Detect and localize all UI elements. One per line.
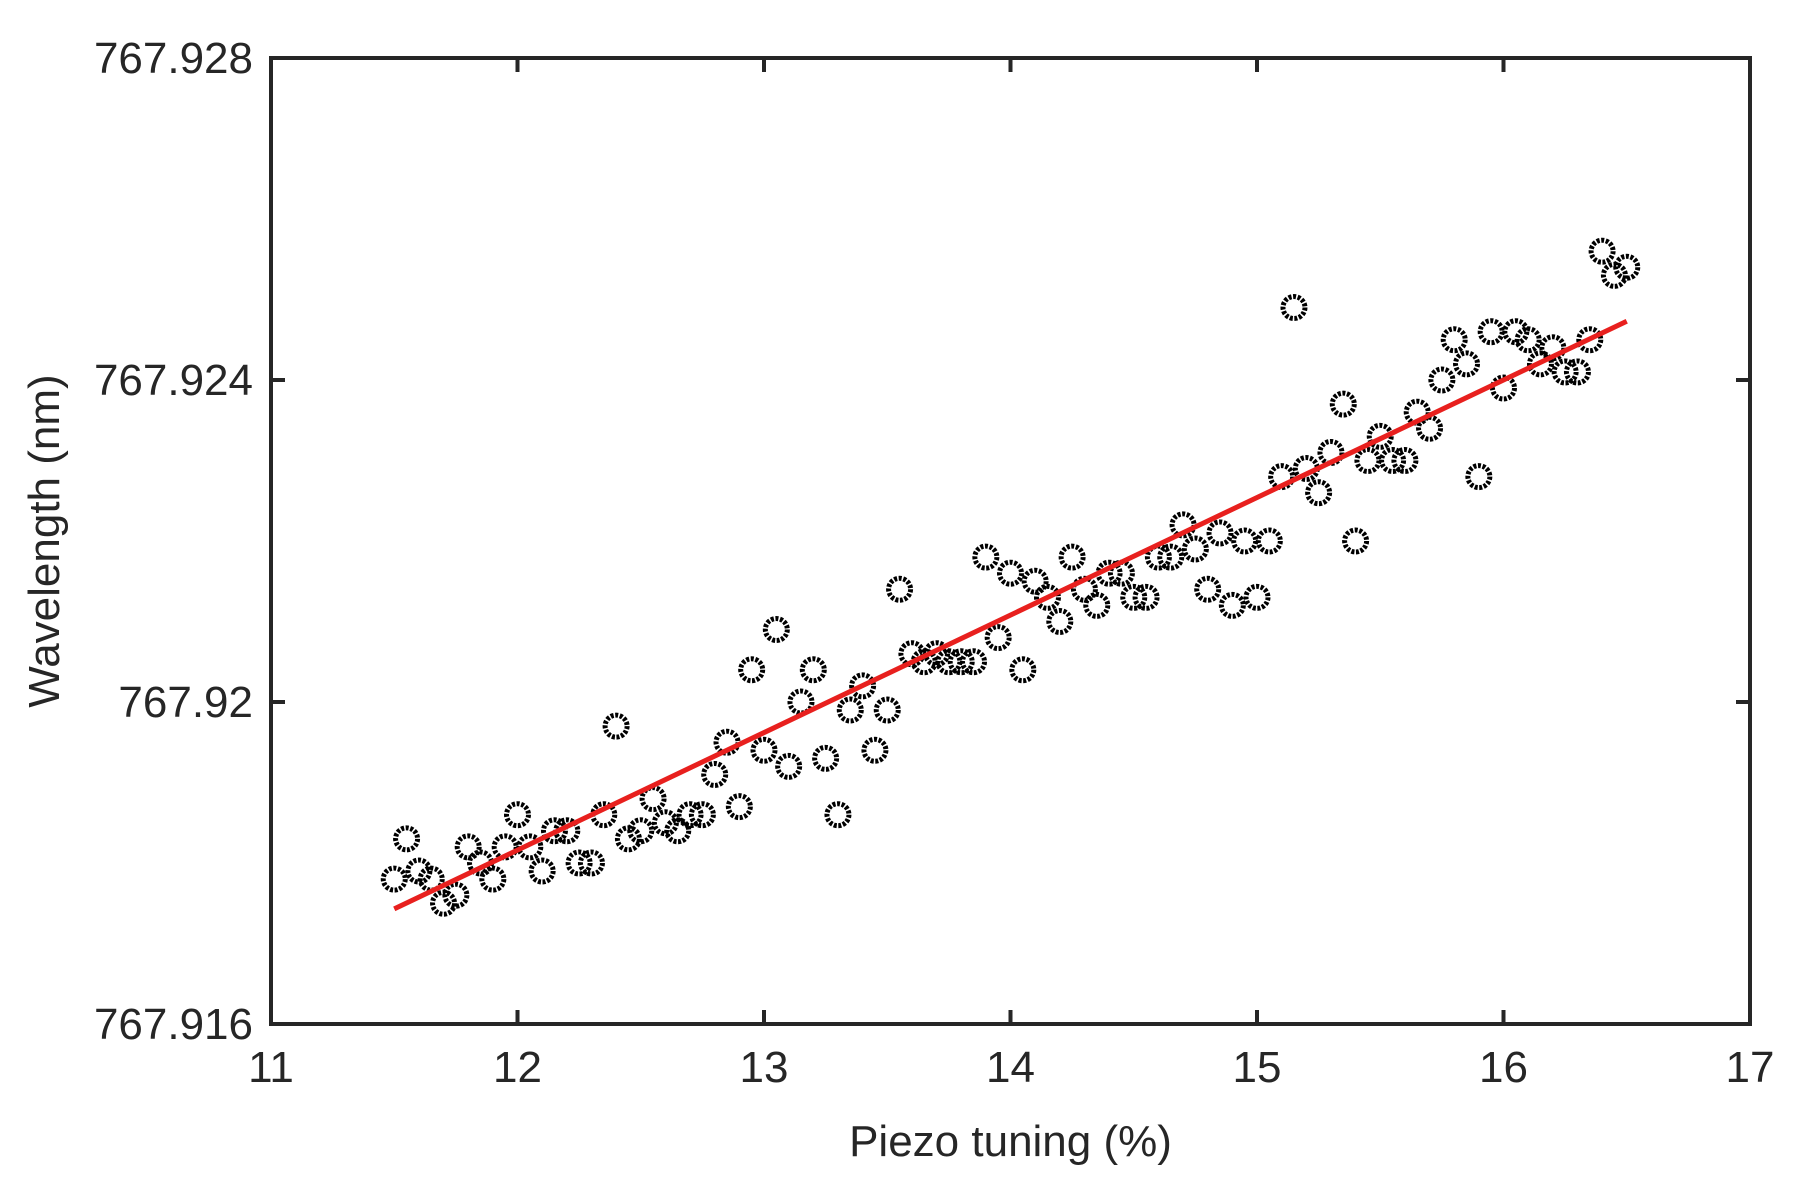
y-tick-label: 767.92 [118, 678, 253, 727]
data-point [577, 849, 605, 877]
data-point [676, 801, 704, 829]
tick-layer: 11 12 13 14 15 16 17 767.916 767.92 767.924 767.92… [94, 34, 1775, 1092]
y-axis-label: Wavelength (nm) [20, 374, 69, 707]
data-point [1329, 390, 1357, 418]
data-point [1342, 527, 1370, 555]
data-point [602, 712, 630, 740]
data-point [1132, 583, 1160, 611]
data-point [1194, 575, 1222, 603]
data-point [1428, 366, 1456, 394]
data-point [1083, 591, 1111, 619]
data-point [540, 817, 568, 845]
data-point [1588, 237, 1616, 265]
y-tick-label: 767.924 [94, 356, 253, 405]
x-tick-label: 15 [1233, 1043, 1282, 1092]
data-point [972, 543, 1000, 571]
data-point [651, 809, 679, 837]
data-point [1305, 479, 1333, 507]
data-point [1613, 253, 1641, 281]
x-tick-label: 13 [740, 1043, 789, 1092]
data-point [1058, 543, 1086, 571]
data-point [997, 559, 1024, 587]
x-tick-label: 12 [493, 1043, 542, 1092]
data-point [627, 817, 655, 845]
data-point [688, 801, 716, 829]
data-point [1231, 527, 1259, 555]
data-point [504, 801, 531, 829]
x-tick-label: 16 [1479, 1043, 1528, 1092]
data-point [762, 616, 790, 644]
data-point [984, 624, 1012, 652]
data-point [775, 752, 803, 780]
data-point [1490, 374, 1517, 402]
data-point [528, 857, 556, 885]
data-point [380, 865, 408, 893]
fit-line [393, 318, 1628, 912]
data-point [1354, 447, 1382, 474]
data-point [1366, 422, 1394, 450]
data-point [701, 760, 729, 788]
data-point [442, 881, 470, 909]
x-tick-label: 14 [986, 1043, 1035, 1092]
data-point [1514, 326, 1542, 354]
data-point [1206, 519, 1234, 547]
data-point [738, 656, 766, 684]
data-point [1563, 358, 1591, 386]
data-point [1157, 543, 1185, 571]
data-point [1009, 656, 1037, 684]
data-point [861, 736, 889, 764]
data-point [393, 825, 421, 853]
data-point [812, 744, 840, 772]
y-tick-label: 767.928 [94, 34, 253, 83]
data-point [1477, 318, 1505, 346]
data-point [1539, 334, 1567, 362]
data-point [491, 833, 519, 861]
data-point [1046, 608, 1074, 635]
data-point [725, 793, 753, 821]
data-point [1268, 463, 1296, 491]
x-tick-label: 17 [1726, 1043, 1775, 1092]
data-point [1576, 326, 1604, 354]
data-point [1120, 583, 1148, 611]
data-point [824, 801, 852, 829]
data-point [1453, 350, 1481, 378]
data-point [799, 656, 827, 684]
data-point [454, 833, 482, 861]
data-point [1243, 583, 1271, 611]
x-axis-label: Piezo tuning (%) [849, 1117, 1172, 1166]
data-point [1391, 447, 1419, 474]
data-point [565, 849, 593, 877]
data-point [750, 736, 778, 764]
x-tick-label: 11 [248, 1043, 294, 1092]
y-tick-label: 767.916 [94, 1000, 253, 1049]
data-point [849, 672, 877, 700]
data-point [1021, 567, 1049, 595]
data-point [1403, 398, 1431, 426]
data-point [1280, 294, 1308, 322]
data-point [479, 865, 507, 893]
data-point [1440, 326, 1468, 354]
data-point [1033, 583, 1061, 611]
data-layer [380, 237, 1641, 917]
data-point [886, 575, 914, 603]
data-point [836, 696, 864, 724]
data-point [1181, 535, 1209, 563]
data-point [1465, 463, 1493, 491]
data-point [787, 688, 815, 716]
data-point [960, 648, 988, 676]
data-point [1317, 438, 1345, 466]
data-point [873, 696, 901, 724]
data-point [1379, 447, 1407, 474]
data-point [417, 865, 445, 893]
data-point [1218, 591, 1246, 619]
data-point [898, 640, 926, 668]
data-point [1551, 358, 1579, 386]
data-point [1255, 527, 1283, 555]
data-point [935, 648, 963, 676]
data-point [1502, 318, 1530, 346]
data-point [947, 648, 975, 676]
data-point [405, 857, 433, 885]
